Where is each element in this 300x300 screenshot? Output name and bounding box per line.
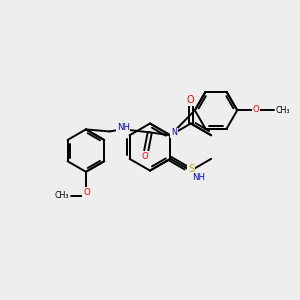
Text: O: O bbox=[83, 188, 90, 197]
Text: NH: NH bbox=[193, 172, 206, 182]
Text: NH: NH bbox=[117, 122, 130, 131]
Text: N: N bbox=[171, 128, 177, 137]
Text: CH₃: CH₃ bbox=[276, 106, 290, 115]
Text: O: O bbox=[253, 105, 260, 114]
Text: O: O bbox=[141, 152, 148, 161]
Text: O: O bbox=[187, 95, 195, 105]
Text: CH₃: CH₃ bbox=[55, 191, 69, 200]
Text: S: S bbox=[188, 164, 194, 174]
